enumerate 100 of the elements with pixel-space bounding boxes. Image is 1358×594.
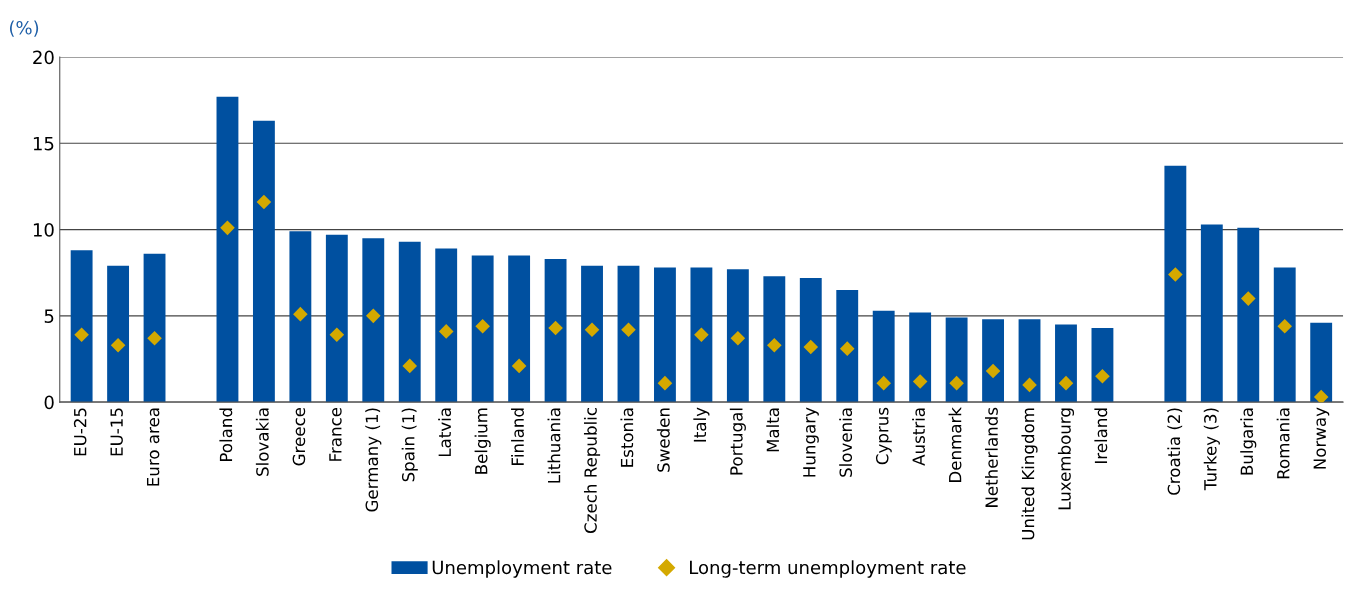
point [876,375,891,391]
x-tick-label: Germany (1) [365,408,382,512]
point [621,322,636,337]
x-tick-label: Malta [766,408,780,452]
bar [1237,227,1260,403]
point [584,322,600,337]
x-tick-label: EU-15 [110,408,123,456]
x-tick-label: France [329,407,342,461]
x-tick-label: Denmark [948,407,962,482]
y-tick-label: 0 [44,395,54,410]
point [147,331,162,346]
bar [1018,319,1041,403]
point [402,358,418,374]
bar [143,253,166,403]
x-tick-label: Belgium [474,408,491,474]
bar [216,96,239,403]
point [329,327,345,343]
bar [1200,224,1223,403]
point [803,339,819,355]
point [1168,267,1183,282]
x-tick-label: Austria [912,408,925,466]
bar [471,255,494,403]
point [1058,375,1074,391]
bar [654,267,676,403]
x-tick-label: Italy [693,407,710,442]
bar [398,241,421,403]
point [438,324,454,339]
bar [799,277,822,403]
x-tick-label: Greece [292,407,306,466]
point [1277,318,1293,334]
x-tick-label: Sweden [656,408,670,472]
y-tick-label: 5 [44,309,54,323]
bar [872,310,895,403]
x-tick-label: Croatia (2) [1167,408,1183,495]
x-tick-label: Euro area [146,408,160,486]
point [1313,389,1329,403]
point [220,220,235,236]
point [694,327,709,343]
y-tick-label: 20 [33,50,54,65]
bar [945,317,968,403]
bar [581,265,603,403]
x-tick-label: Czech Republic [583,408,601,533]
point [475,318,490,334]
x-tick-label: Romania [1276,408,1290,479]
point [74,327,89,343]
x-tick-label: Ireland [1094,408,1108,463]
x-tick-label: Finland [511,408,524,465]
bar [435,248,458,403]
y-tick-label: 10 [33,223,54,237]
x-tick-label: Latvia [438,408,452,457]
x-tick-label: Hungary [803,407,819,477]
bar [690,267,713,403]
bar [909,312,932,403]
bar [1273,267,1296,403]
bar [544,258,567,403]
x-tick-label: Cyprus [875,407,892,465]
bar [325,234,348,403]
bar [362,238,385,403]
bar [289,231,312,403]
bar [107,265,130,403]
point [548,320,563,336]
x-tick-label: Spain (1) [401,408,418,482]
bar [1164,165,1187,403]
point [767,337,782,353]
point [256,194,272,210]
y-axis-title: (%) [9,20,39,37]
x-tick-label: Norway [1313,407,1330,469]
bar [836,289,859,403]
x-tick-label: Portugal [729,408,746,475]
x-tick-label: Poland [219,408,233,461]
bar [763,276,786,403]
bar [508,255,531,403]
x-tick-label: Estonia [620,408,634,467]
x-tick-label: Slovakia [255,408,269,476]
point [985,363,1001,379]
point [110,337,126,353]
x-tick-label: Luxembourg [1057,408,1075,510]
bar [617,265,640,403]
x-tick-label: Netherlands [985,407,998,507]
point [657,375,673,391]
bar [1055,324,1077,403]
x-tick-label: United Kingdom [1021,408,1038,540]
point [1022,377,1037,393]
x-tick-label: Bulgaria [1240,408,1257,475]
x-tick-label: Lithuania [547,408,561,483]
bar [982,319,1005,403]
bar [1310,322,1333,403]
point [912,374,928,389]
legend-label: Unemployment rate [432,560,612,578]
bar [252,120,275,403]
y-tick-label: 15 [33,137,54,151]
point [730,331,746,346]
point [1095,368,1110,384]
point [511,358,527,374]
legend-label: Long-term unemployment rate [690,560,966,578]
point [1240,291,1256,306]
bar [1091,327,1114,403]
point [839,341,855,356]
x-tick-label: Turkey (3) [1203,408,1220,491]
point [293,306,308,322]
